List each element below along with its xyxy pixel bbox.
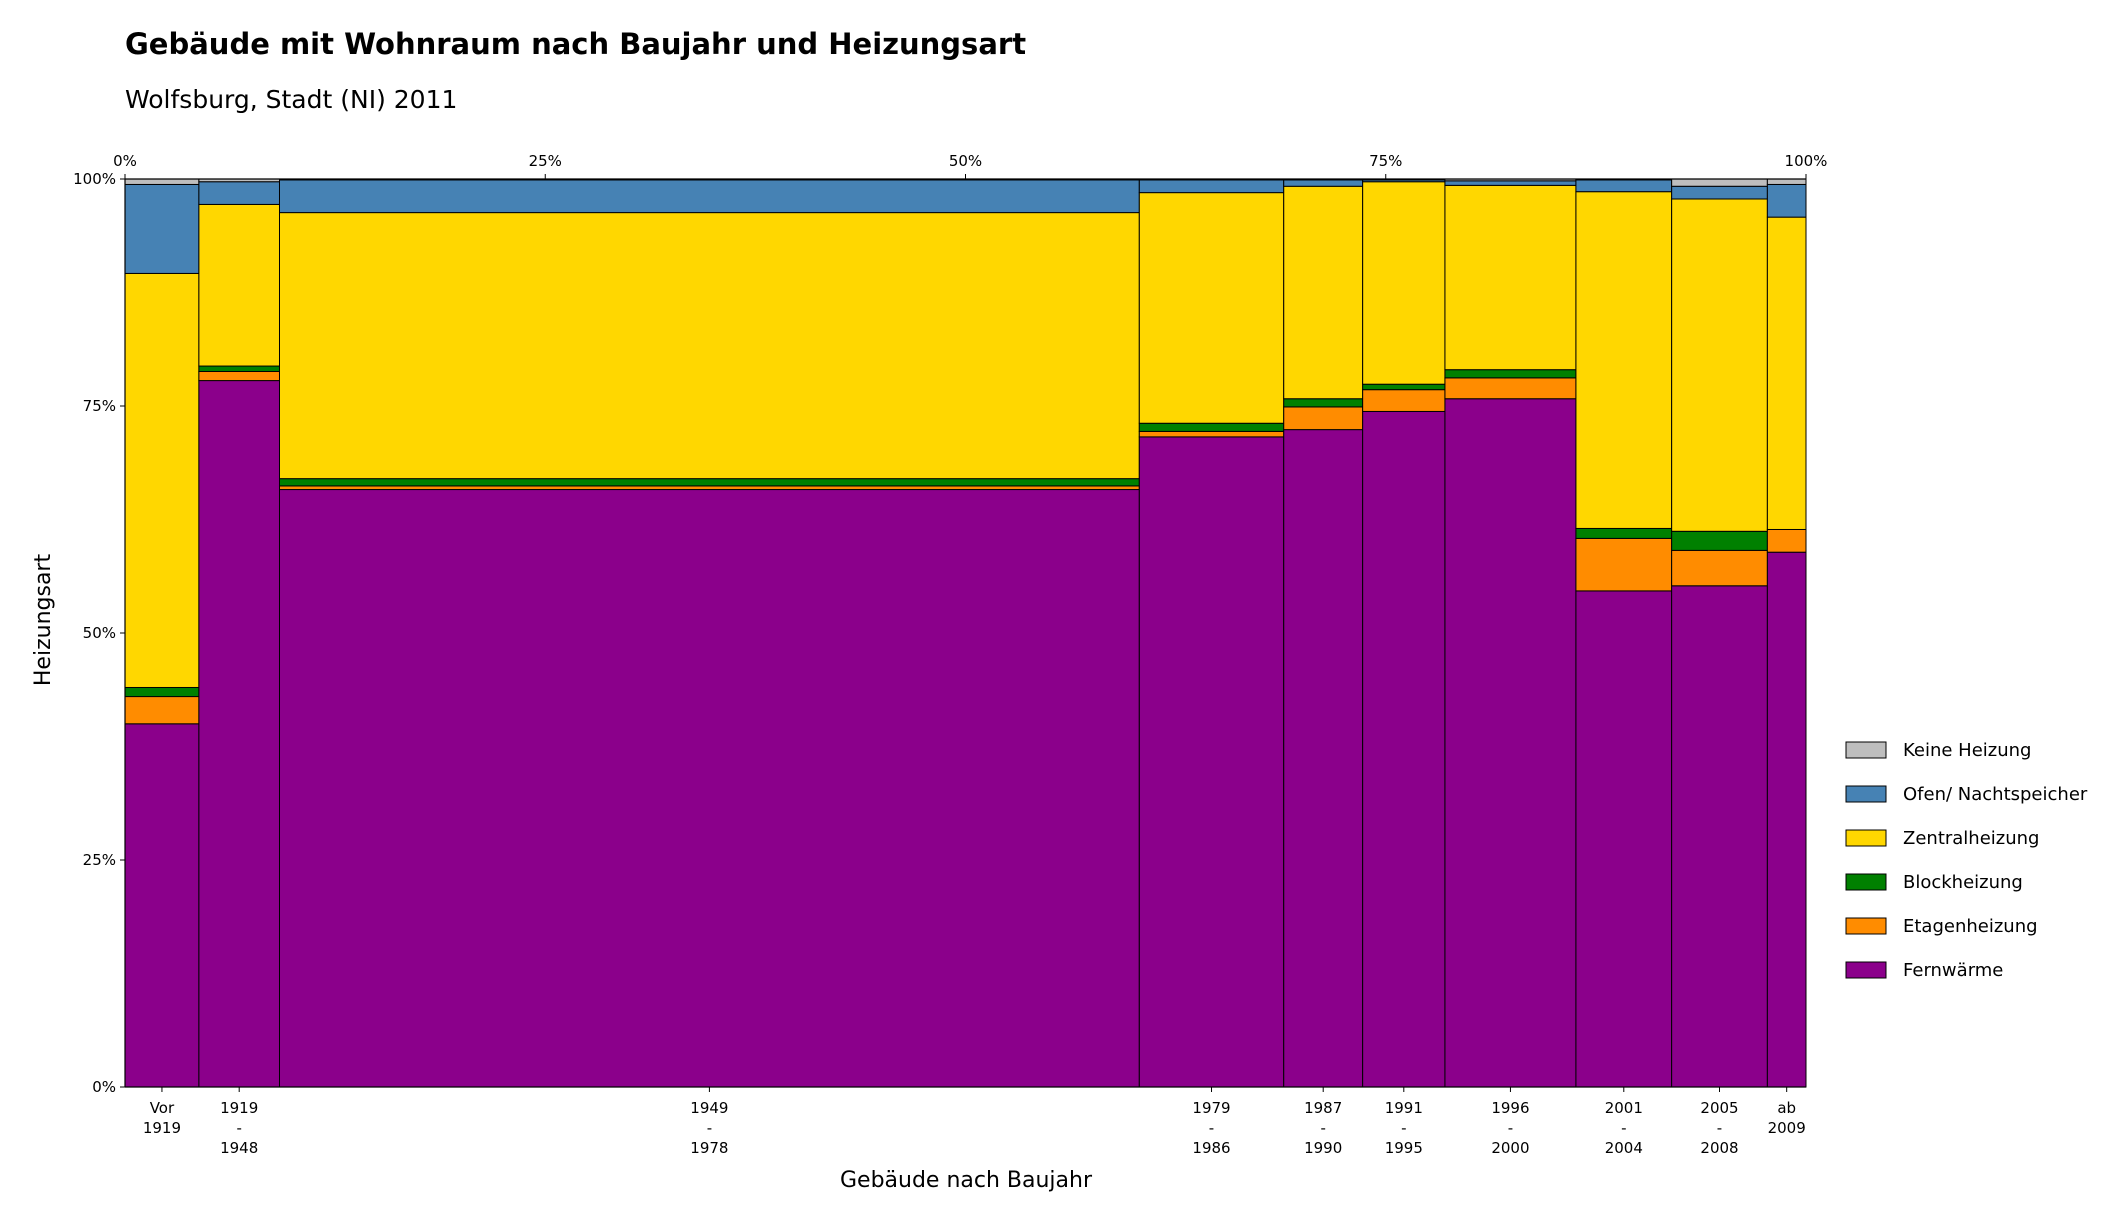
legend-swatch — [1845, 917, 1887, 935]
mosaic-cell-1-2 — [198, 365, 280, 372]
mosaic-cell-7-0 — [1575, 590, 1673, 1088]
mosaic-cell-5-3 — [1362, 181, 1446, 385]
x-tick-label: 2001 -2004 — [1605, 1099, 1643, 1157]
mosaic-cell-1-4 — [198, 181, 280, 205]
legend-label: Fernwärme — [1903, 960, 2003, 981]
mosaic-cell-3-2 — [1138, 422, 1285, 432]
mosaic-cell-0-0 — [124, 723, 200, 1088]
mosaic-cell-1-0 — [198, 380, 280, 1088]
x-tick-label: ab 2009 — [1768, 1099, 1806, 1137]
mosaic-cell-6-1 — [1444, 377, 1577, 400]
mosaic-cell-6-0 — [1444, 398, 1577, 1088]
top-tick-label: 100% — [1785, 152, 1828, 170]
legend-swatch — [1845, 829, 1887, 847]
legend-swatch — [1845, 741, 1887, 759]
chart-subtitle: Wolfsburg, Stadt (NI) 2011 — [125, 85, 457, 114]
legend-label: Etagenheizung — [1903, 916, 2038, 937]
mosaic-cell-7-1 — [1575, 537, 1673, 592]
x-axis-title: Gebäude nach Baujahr — [840, 1168, 1093, 1193]
top-tick-label: 0% — [113, 152, 137, 170]
y-tick-label: 0% — [92, 1078, 116, 1096]
mosaic-cell-9-4 — [1766, 183, 1807, 218]
legend-label: Ofen/ Nachtspeicher — [1903, 784, 2088, 805]
mosaic-cell-0-2 — [124, 686, 200, 698]
mosaic-cell-4-4 — [1283, 179, 1364, 187]
mosaic-cell-3-4 — [1138, 179, 1285, 194]
axes: Vor 1919 1919 -1948 1949 -1978 1979 -1986 1987 -1… — [73, 152, 1827, 1157]
mosaic-cell-8-0 — [1671, 585, 1768, 1088]
mosaic-cell-6-2 — [1444, 369, 1577, 379]
legend-swatch — [1845, 873, 1887, 891]
top-tick-label: 75% — [1369, 152, 1402, 170]
y-tick-label: 50% — [83, 624, 116, 642]
mosaic-cell-0-5 — [124, 178, 200, 185]
mosaic-cell-8-3 — [1671, 198, 1768, 532]
mosaic-cell-5-1 — [1362, 389, 1446, 412]
mosaic-cell-2-3 — [278, 212, 1140, 480]
mosaic-cell-0-1 — [124, 696, 200, 725]
plot-area — [124, 178, 1807, 1088]
y-tick-label: 100% — [73, 170, 116, 188]
y-tick-label: 25% — [83, 851, 116, 869]
mosaic-cell-2-1 — [278, 485, 1140, 491]
mosaic-cell-8-2 — [1671, 530, 1768, 551]
y-axis-title: Heizungsart — [31, 554, 56, 687]
mosaic-cell-2-2 — [278, 478, 1140, 487]
mosaic-cell-1-3 — [198, 203, 280, 367]
mosaic-cell-9-0 — [1766, 551, 1807, 1088]
legend-label: Zentralheizung — [1903, 828, 2039, 849]
mosaic-cell-5-2 — [1362, 383, 1446, 391]
mosaic-cell-2-0 — [278, 489, 1140, 1088]
legend: Keine Heizung Ofen/ Nachtspeicher Zentralh… — [1845, 740, 2088, 981]
mosaic-cell-4-0 — [1283, 429, 1364, 1088]
x-tick-label: 1991 -1995 — [1385, 1099, 1423, 1157]
mosaic-cell-8-4 — [1671, 185, 1768, 200]
mosaic-cell-9-1 — [1766, 528, 1807, 553]
mosaic-cell-5-0 — [1362, 410, 1446, 1088]
mosaic-cell-8-1 — [1671, 549, 1768, 587]
mosaic-cell-4-1 — [1283, 406, 1364, 431]
mosaic-cell-3-3 — [1138, 192, 1285, 424]
y-tick-label: 75% — [83, 397, 116, 415]
mosaic-cell-7-2 — [1575, 527, 1673, 539]
mosaic-cell-9-3 — [1766, 216, 1807, 530]
mosaic-cell-1-1 — [198, 370, 280, 382]
mosaic-cell-4-3 — [1283, 185, 1364, 400]
mosaic-cell-6-4 — [1444, 180, 1577, 186]
legend-swatch — [1845, 961, 1887, 979]
x-tick-label: 1987 -1990 — [1304, 1099, 1342, 1157]
mosaic-cell-7-3 — [1575, 191, 1673, 529]
x-tick-label: Vor 1919 — [143, 1099, 181, 1137]
x-tick-label: 1949 -1978 — [690, 1099, 728, 1157]
mosaic-cell-7-4 — [1575, 179, 1673, 193]
x-tick-label: 1996 -2000 — [1491, 1099, 1529, 1157]
top-tick-label: 25% — [529, 152, 562, 170]
legend-label: Keine Heizung — [1903, 740, 2032, 761]
x-tick-label: 1979 -1986 — [1192, 1099, 1230, 1157]
chart-title: Gebäude mit Wohnraum nach Baujahr und He… — [125, 27, 1026, 61]
mosaic-cell-0-4 — [124, 183, 200, 274]
mosaic-cell-0-3 — [124, 272, 200, 688]
mosaic-cell-3-1 — [1138, 430, 1285, 438]
mosaic-cell-6-3 — [1444, 184, 1577, 371]
top-tick-label: 50% — [949, 152, 982, 170]
x-tick-label: 2005 -2008 — [1700, 1099, 1738, 1157]
mosaic-cell-9-5 — [1766, 178, 1807, 185]
mosaic-cell-3-0 — [1138, 436, 1285, 1088]
mosaic-cell-4-2 — [1283, 398, 1364, 408]
legend-label: Blockheizung — [1903, 872, 2023, 893]
mosaic-cell-8-5 — [1671, 178, 1768, 187]
x-tick-label: 1919 -1948 — [220, 1099, 258, 1157]
mosaic-cell-2-4 — [278, 179, 1140, 214]
legend-swatch — [1845, 785, 1887, 803]
